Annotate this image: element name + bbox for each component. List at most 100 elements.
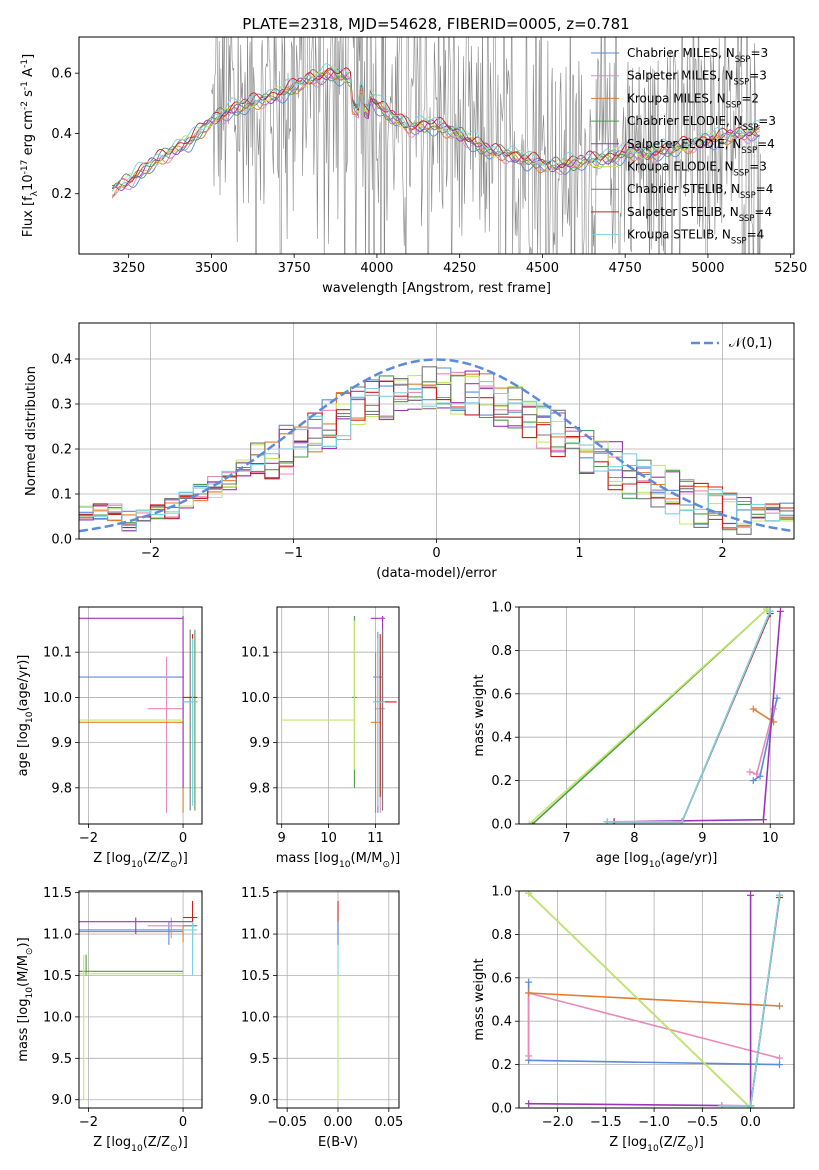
y-tick-label: 0.3 xyxy=(51,398,72,413)
residual-histogram xyxy=(79,380,794,529)
y-tick-label: 0.0 xyxy=(51,533,72,548)
text-span: age [log xyxy=(16,723,31,776)
legend-label: Salpeter MILES, NSSP=3 xyxy=(627,69,767,87)
axes-mass-vs-Z: −2 09.09.510.010.511.011.5Z [log10(Z/Z⊙)]… xyxy=(16,886,203,1154)
text-span: =4 xyxy=(754,205,772,219)
x-tick-label: 1 xyxy=(575,546,583,561)
text-span: (age/yr)] xyxy=(16,655,31,712)
x-axis-label: wavelength [Angstrom, rest frame] xyxy=(322,281,551,296)
x-tick-label: 11 xyxy=(367,831,384,846)
x-tick-label: 2 xyxy=(718,546,726,561)
y-tick-label: 10.1 xyxy=(241,646,270,661)
text-span: Z [log xyxy=(609,1135,647,1150)
text-span: SSP xyxy=(734,77,750,87)
model-spectrum-line xyxy=(112,69,760,191)
y-tick-label: 10.5 xyxy=(43,969,72,984)
weight-line xyxy=(607,610,771,823)
y-tick-label: 10.5 xyxy=(241,969,270,984)
y-tick-label: 0.8 xyxy=(491,644,512,659)
text-span: Flux [f xyxy=(21,196,36,237)
legend-label: Kroupa STELIB, NSSP=4 xyxy=(627,228,764,246)
weight-line xyxy=(752,708,775,723)
legend-label: Chabrier ELODIE, NSSP=3 xyxy=(627,114,776,132)
x-tick-label: 3750 xyxy=(278,261,311,276)
text-span: =4 xyxy=(757,137,775,151)
x-tick-label: 4000 xyxy=(360,261,393,276)
plot-area-age-vs-Z xyxy=(79,616,198,813)
text-span: Kroupa ELODIE, N xyxy=(627,160,734,174)
plot-area-spectrum xyxy=(111,37,761,254)
text-span: SSP xyxy=(740,190,756,200)
x-axis-label: mass [log10(M/M⊙)] xyxy=(276,851,400,870)
x-tick-label: 0 xyxy=(179,831,187,846)
x-tick-label: 9 xyxy=(278,831,286,846)
x-axis-label: Z [log10(Z/Z⊙)] xyxy=(93,851,188,870)
text-span: -1 xyxy=(20,81,30,90)
observed-spectrum-line xyxy=(211,37,761,254)
x-axis-label: age [log10(age/yr)] xyxy=(596,851,718,870)
text-span: ⊙ xyxy=(170,1144,178,1154)
y-tick-label: 10.0 xyxy=(241,1010,270,1025)
plot-area-age-vs-mass xyxy=(281,616,397,813)
x-tick-label: 10 xyxy=(320,831,337,846)
y-tick-label: 0.2 xyxy=(51,187,72,202)
text-span: =4 xyxy=(747,228,765,242)
text-span: (Z/Z xyxy=(659,1135,686,1150)
text-span: Z [log xyxy=(93,1135,131,1150)
text-span: 10 xyxy=(25,711,35,723)
x-tick-label: 4500 xyxy=(526,261,559,276)
y-tick-label: 0.4 xyxy=(51,127,72,142)
weight-line xyxy=(607,610,771,823)
x-axis-label: Z [log10(Z/Z⊙)] xyxy=(609,1135,704,1154)
text-span: mass [log xyxy=(276,851,339,866)
y-tick-label: 0.4 xyxy=(491,1015,512,1030)
text-span: 10 xyxy=(21,174,36,191)
axes-frame xyxy=(78,36,795,255)
x-tick-label: 0.00 xyxy=(324,1115,353,1130)
text-span: Chabrier ELODIE, N xyxy=(627,114,743,128)
y-axis-label: mass [log10(M/M⊙)] xyxy=(16,937,35,1061)
text-span: wavelength [Angstrom, rest frame] xyxy=(322,281,551,296)
y-tick-label: 10.0 xyxy=(43,691,72,706)
text-span: (age/yr)] xyxy=(660,851,717,866)
plot-area-mass-vs-Z xyxy=(79,900,198,1100)
legend-label: Chabrier STELIB, NSSP=4 xyxy=(627,182,773,200)
y-tick-label: 0.6 xyxy=(491,971,512,986)
text-span: Salpeter ELODIE, N xyxy=(627,137,741,151)
y-tick-label: 10.0 xyxy=(43,1010,72,1025)
x-tick-label: 4750 xyxy=(609,261,642,276)
text-span: -2 xyxy=(20,101,30,110)
text-span: SSP xyxy=(735,54,751,64)
axes-frame xyxy=(518,890,795,1109)
y-tick-label: 0.0 xyxy=(491,1102,512,1117)
x-tick-label: −1.5 xyxy=(590,1115,622,1130)
y-axis-label: mass weight xyxy=(472,958,487,1040)
text-span: s xyxy=(21,90,36,101)
y-tick-label: 9.5 xyxy=(249,1052,270,1067)
y-tick-label: 10.1 xyxy=(43,646,72,661)
y-tick-label: 1.0 xyxy=(491,885,512,900)
text-span: Salpeter STELIB, N xyxy=(627,205,739,219)
text-span: mass weight xyxy=(472,674,487,756)
y-tick-label: 11.5 xyxy=(43,886,72,901)
axes-mass-vs-ebv: −0.05 0.00 0.05 9.0 9.5 10.0 10.5 11.0 11.5 E(B-V… xyxy=(241,886,403,1150)
text-span: 𝒩(0,1) xyxy=(729,336,772,351)
y-tick-label: 9.9 xyxy=(249,736,270,751)
model-spectrum-line xyxy=(111,67,760,189)
y-tick-label: 10.0 xyxy=(241,691,270,706)
figure-title: PLATE=2318, MJD=54628, FIBERID=0005, z=0… xyxy=(242,15,629,33)
text-span: SSP xyxy=(731,236,747,246)
axes-frame xyxy=(276,890,400,1109)
x-tick-label: −2 xyxy=(141,546,160,561)
x-tick-label: 7 xyxy=(562,831,570,846)
text-span: 10 xyxy=(131,1144,143,1154)
model-spectrum-line xyxy=(111,70,760,199)
x-tick-label: 9 xyxy=(698,831,706,846)
legend-label: Chabrier MILES, NSSP=3 xyxy=(627,46,768,64)
text-span: Normed distribution xyxy=(24,366,39,496)
x-tick-label: −1 xyxy=(284,546,303,561)
text-span: )] xyxy=(178,851,188,866)
